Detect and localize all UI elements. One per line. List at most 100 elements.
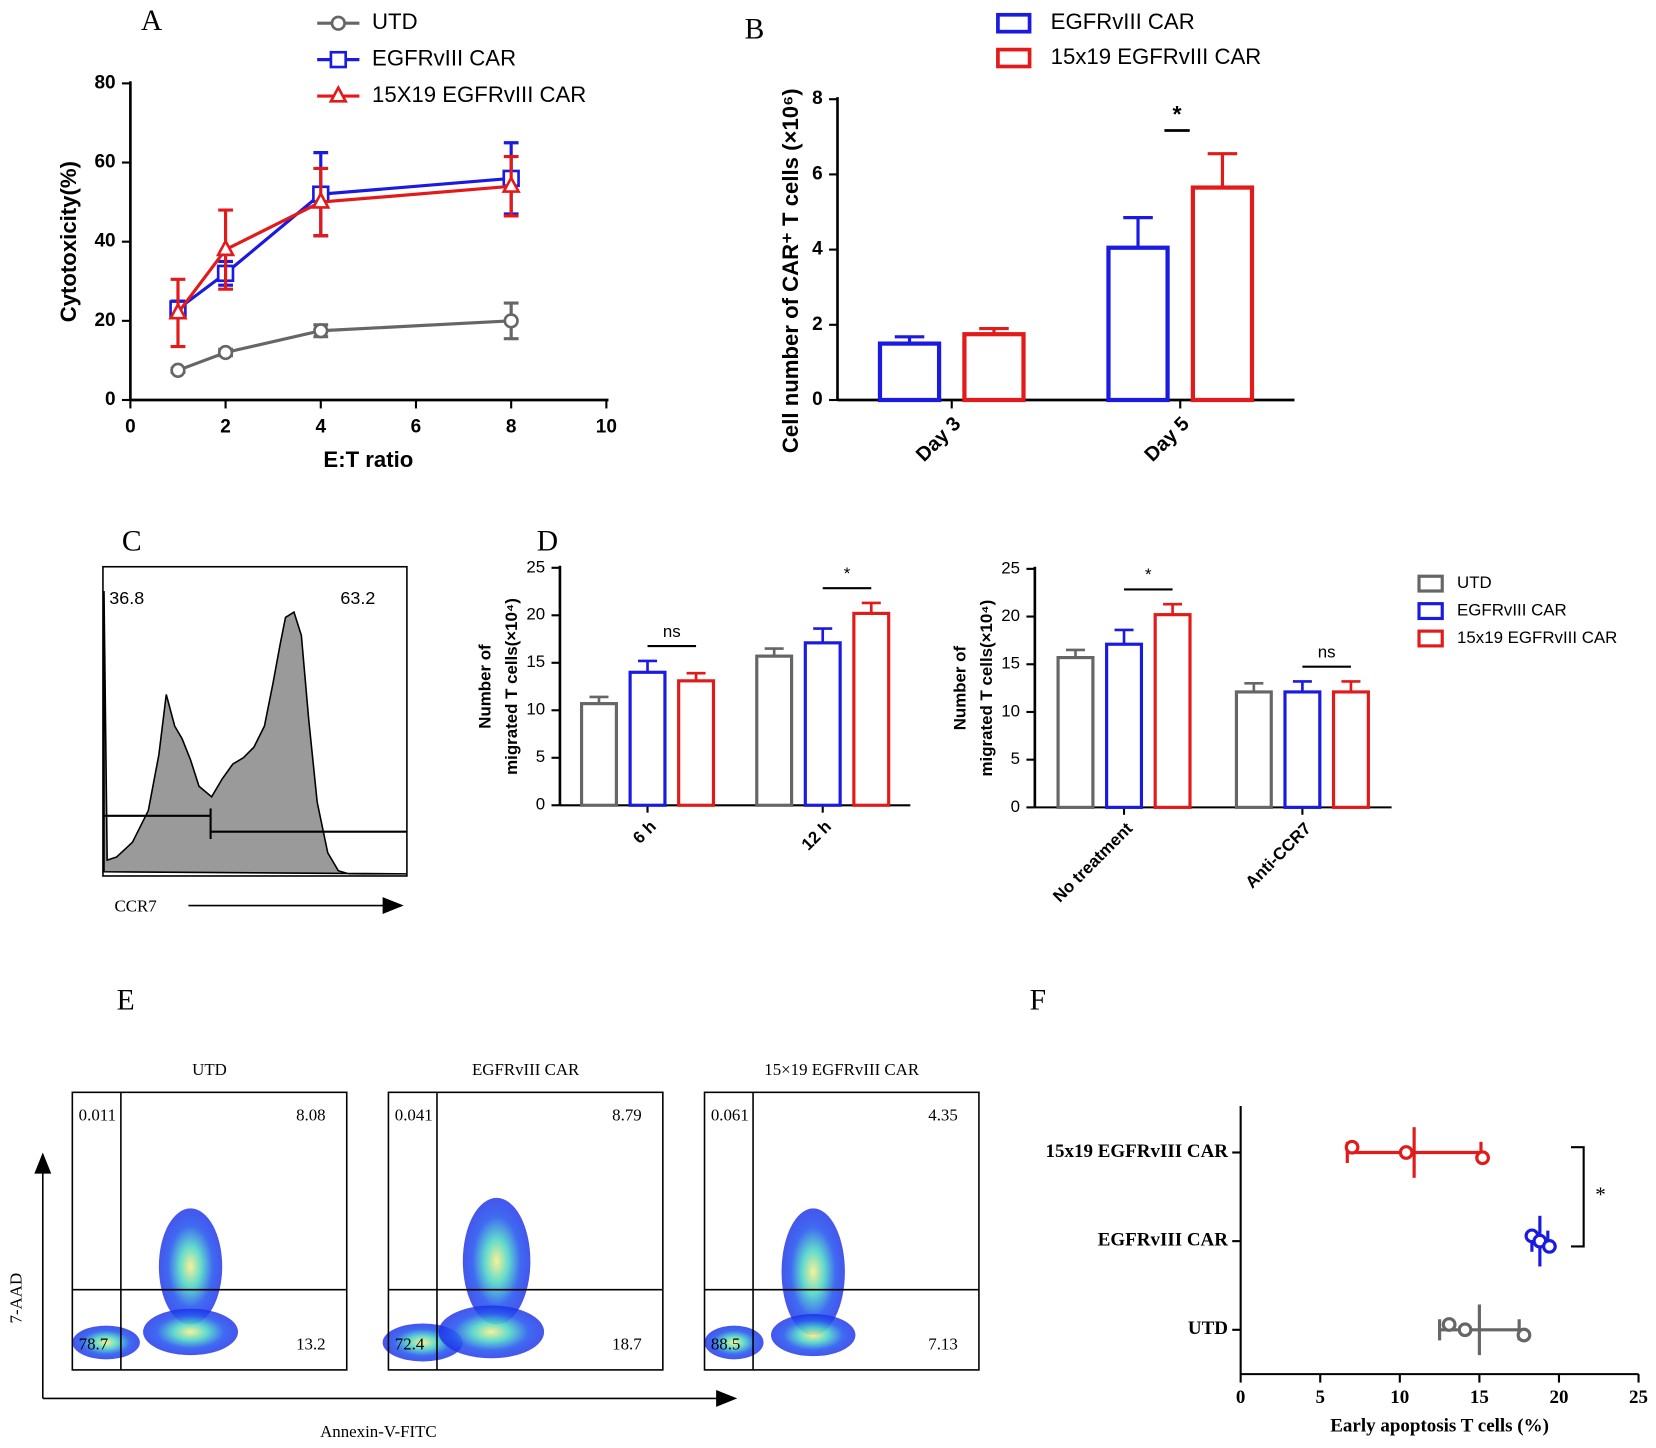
marker	[215, 238, 236, 257]
category-label: 15x19 EGFRvIII CAR	[1046, 1141, 1229, 1162]
density-blob	[704, 1325, 764, 1360]
y-axis-label: Cell number of CAR⁺ T cells (×10⁶)	[778, 88, 803, 453]
bar	[962, 332, 1026, 403]
x-axis-label: Early apoptosis T cells (%)	[1330, 1415, 1549, 1436]
density-blob	[158, 1208, 223, 1325]
y-axis-label: Number of	[950, 646, 969, 731]
x-tick-label: 25	[1629, 1387, 1648, 1408]
legend-label: EGFRvIII CAR	[1051, 9, 1195, 34]
significance-label: *	[1145, 565, 1152, 584]
data-point	[1441, 1317, 1457, 1332]
arrow-head	[716, 1389, 738, 1407]
y-axis-label: migrated T cells(×10⁴)	[977, 600, 996, 777]
y-tick-label: 5	[1011, 749, 1020, 768]
x-axis-label: E:T ratio	[323, 447, 413, 472]
x-tick-label: 8	[506, 416, 517, 437]
significance-label: ns	[663, 622, 681, 641]
y-tick-label: 0	[1011, 797, 1020, 816]
y-tick-label: 4	[812, 239, 823, 260]
gate-value: 36.8	[109, 588, 144, 608]
plot-title: UTD	[192, 1060, 227, 1079]
legend-swatch	[1417, 574, 1444, 593]
category-label: EGFRvIII CAR	[1098, 1230, 1229, 1251]
gate-value: 63.2	[340, 588, 375, 608]
quadrant-value: 18.7	[612, 1335, 642, 1354]
panel-letter: B	[745, 13, 765, 45]
significance-label: ns	[1318, 642, 1336, 661]
y-tick-label: 25	[526, 557, 545, 576]
data-point	[1344, 1139, 1360, 1155]
bar	[1190, 185, 1255, 403]
bar	[579, 702, 618, 807]
legend-swatch	[996, 12, 1032, 34]
legend-label: UTD	[1457, 573, 1492, 592]
x-tick-label: 5	[1315, 1387, 1324, 1408]
data-point	[1457, 1322, 1473, 1338]
marker	[501, 175, 521, 193]
legend-label: UTD	[372, 9, 418, 34]
y-axis-label: Cytotoxicity(%)	[56, 161, 81, 322]
quadrant-value: 8.08	[296, 1105, 326, 1124]
error-bar	[1207, 152, 1238, 188]
x-tick-label: Anti-CCR7	[1242, 819, 1315, 892]
bar	[852, 611, 891, 807]
x-tick-label: 4	[315, 416, 326, 437]
error-bar	[1163, 602, 1183, 615]
bar	[1105, 642, 1144, 809]
y-tick-label: 8	[812, 88, 823, 109]
bar	[628, 670, 667, 807]
y-tick-label: 25	[1001, 558, 1020, 577]
data-point	[1398, 1145, 1414, 1160]
y-tick-label: 5	[536, 747, 545, 766]
legend-swatch	[996, 47, 1032, 69]
category-label: UTD	[1188, 1318, 1228, 1339]
significance-label: *	[1173, 101, 1182, 127]
panel-letter: E	[117, 984, 135, 1016]
marker	[503, 313, 519, 329]
arrow-head	[34, 1152, 52, 1174]
y-tick-label: 80	[94, 72, 115, 93]
bar	[755, 654, 794, 807]
panel-letter: A	[141, 5, 163, 37]
quadrant-value: 7.13	[928, 1335, 958, 1354]
x-tick-label: 10	[1390, 1387, 1409, 1408]
quadrant-value: 8.79	[612, 1105, 642, 1124]
y-tick-label: 0	[812, 389, 823, 410]
marker	[217, 344, 234, 361]
y-tick-label: 6	[812, 163, 823, 184]
quadrant-value: 78.7	[79, 1335, 109, 1354]
plot-frame	[703, 1091, 980, 1371]
quadrant-value: 0.041	[395, 1105, 433, 1124]
x-axis-label: Annexin-V-FITC	[320, 1422, 437, 1441]
bar	[1331, 690, 1370, 809]
error-bar	[813, 627, 833, 643]
legend-label: 15x19 EGFRvIII CAR	[1457, 628, 1617, 647]
x-axis-label: CCR7	[115, 897, 157, 916]
data-point	[1516, 1327, 1532, 1343]
legend-marker	[328, 84, 348, 103]
y-tick-label: 60	[94, 152, 115, 173]
plot-frame	[387, 1091, 664, 1371]
x-tick-label: Day 5	[1140, 413, 1193, 466]
panel-letter: D	[537, 525, 558, 557]
x-tick-label: No treatment	[1049, 819, 1136, 906]
x-tick-label: 0	[1236, 1387, 1246, 1408]
y-tick-label: 20	[1001, 606, 1020, 625]
panel-letter: C	[122, 525, 142, 557]
panel-c-plot: C 36.8 63.2 CCR7	[102, 525, 408, 916]
significance-bracket	[1570, 1146, 1585, 1248]
marker	[313, 323, 329, 339]
quadrant-value: 88.5	[711, 1335, 741, 1354]
y-tick-label: 0	[105, 389, 116, 410]
legend-marker	[329, 50, 348, 69]
marker	[311, 190, 331, 209]
series-line	[177, 176, 512, 311]
bar	[677, 679, 716, 807]
y-tick-label: 20	[94, 310, 115, 331]
x-tick-label: 12 h	[798, 817, 835, 854]
quadrant-value: 72.4	[395, 1335, 425, 1354]
legend-swatch	[1417, 629, 1444, 648]
x-tick-label: 6	[411, 416, 422, 437]
y-tick-label: 20	[526, 605, 545, 624]
